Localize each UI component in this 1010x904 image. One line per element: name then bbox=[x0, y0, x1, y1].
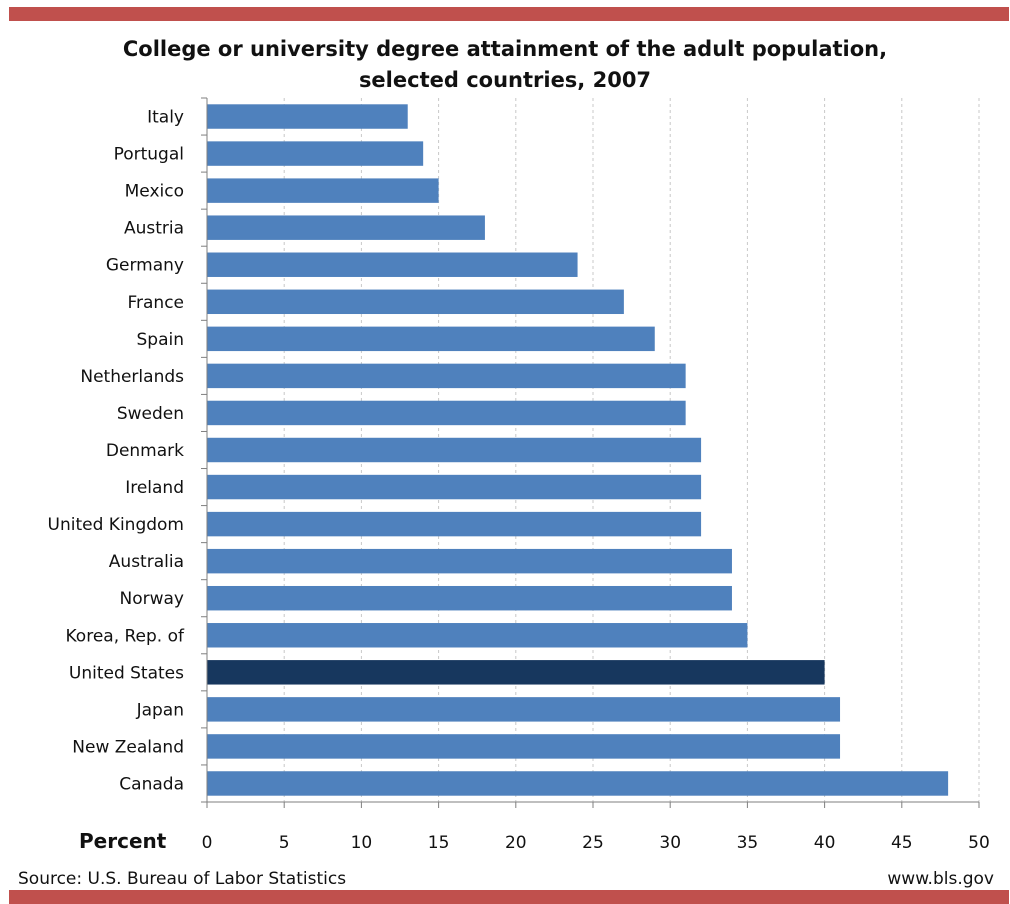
category-label: Korea, Rep. of bbox=[66, 626, 186, 646]
bar bbox=[207, 771, 949, 796]
x-tick-label: 35 bbox=[737, 833, 759, 853]
bar bbox=[207, 178, 439, 203]
axes bbox=[201, 97, 980, 808]
category-labels: Italy Portugal Mexico Austria Germany France S… bbox=[48, 108, 185, 795]
category-label: Australia bbox=[109, 552, 184, 572]
category-label: Denmark bbox=[106, 441, 184, 461]
x-tick-label: 5 bbox=[279, 833, 290, 853]
bar bbox=[207, 511, 702, 537]
top-accent-band bbox=[9, 7, 1009, 21]
source-note: Source: U.S. Bureau of Labor Statistics bbox=[18, 869, 347, 889]
bar bbox=[207, 474, 702, 500]
category-label: United Kingdom bbox=[48, 515, 184, 535]
category-label: New Zealand bbox=[72, 737, 184, 757]
bar bbox=[207, 437, 702, 463]
bar bbox=[207, 104, 408, 129]
x-tick-label: 20 bbox=[505, 833, 527, 853]
bar bbox=[207, 289, 624, 315]
chart-title-line-1: College or university degree attainment … bbox=[122, 37, 888, 61]
category-label: Mexico bbox=[125, 182, 184, 202]
category-label: Japan bbox=[136, 700, 184, 720]
chart-title: College or university degree attainment … bbox=[0, 34, 1010, 96]
bar bbox=[207, 215, 485, 240]
bar bbox=[207, 660, 825, 685]
x-tick-label: 15 bbox=[428, 833, 450, 853]
bars bbox=[207, 104, 949, 796]
x-tick-label: 40 bbox=[814, 833, 836, 853]
bar bbox=[207, 141, 424, 166]
x-tick-label: 0 bbox=[202, 833, 213, 853]
bar bbox=[207, 326, 655, 352]
x-tick-label: 45 bbox=[891, 833, 913, 853]
bar bbox=[207, 734, 841, 759]
bar bbox=[207, 252, 578, 277]
category-label: Norway bbox=[120, 589, 185, 609]
category-label: France bbox=[127, 293, 184, 313]
bar bbox=[207, 548, 732, 574]
category-label: Spain bbox=[137, 330, 185, 350]
chart-title-line-2: selected countries, 2007 bbox=[358, 68, 652, 92]
bar bbox=[207, 623, 748, 648]
category-label: Sweden bbox=[117, 404, 184, 424]
x-tick-label: 50 bbox=[968, 833, 990, 853]
tick-labels: 0 5 10 15 20 25 30 35 40 45 50 bbox=[202, 833, 990, 853]
x-tick-label: 25 bbox=[582, 833, 604, 853]
bar bbox=[207, 585, 732, 611]
category-label: Austria bbox=[124, 219, 184, 239]
category-label: Portugal bbox=[114, 145, 184, 165]
bottom-accent-band bbox=[9, 890, 1009, 904]
category-label: Italy bbox=[147, 108, 184, 128]
x-tick-label: 10 bbox=[351, 833, 373, 853]
bar bbox=[207, 363, 686, 389]
x-axis-title: Percent bbox=[79, 829, 167, 853]
category-label: Germany bbox=[106, 256, 184, 276]
bar bbox=[207, 400, 686, 426]
category-label: Netherlands bbox=[80, 367, 184, 387]
category-label: United States bbox=[69, 663, 184, 683]
bar bbox=[207, 697, 841, 722]
site-url: www.bls.gov bbox=[887, 869, 994, 889]
x-tick-label: 30 bbox=[659, 833, 681, 853]
category-label: Canada bbox=[119, 774, 184, 794]
category-label: Ireland bbox=[125, 478, 184, 498]
